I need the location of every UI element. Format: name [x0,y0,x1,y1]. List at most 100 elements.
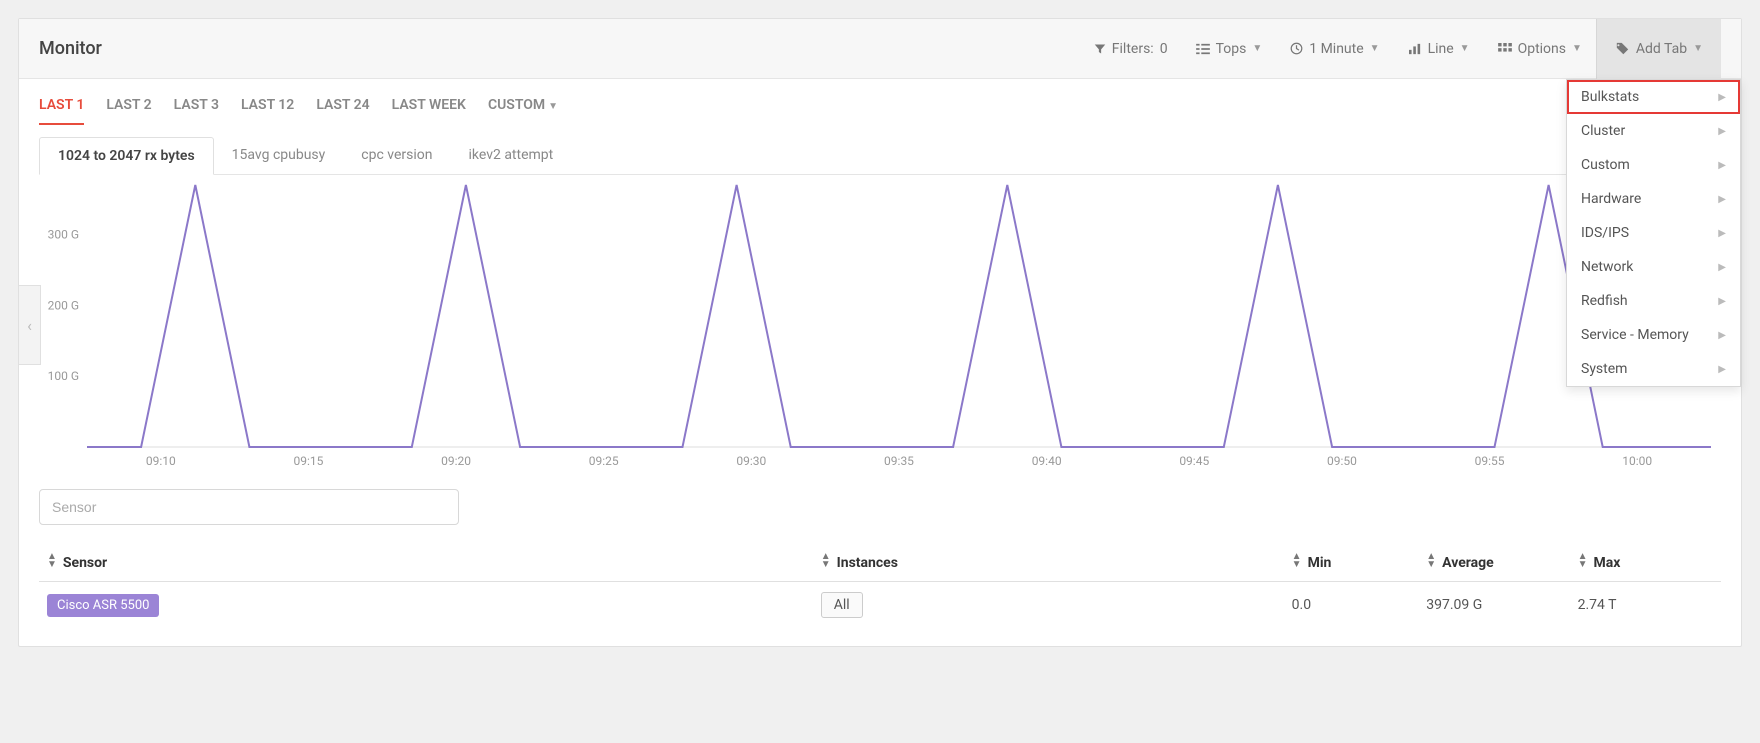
barchart-icon [1408,43,1422,55]
add-tab-label: Add Tab [1636,41,1687,57]
menu-item-label: Redfish [1581,293,1628,309]
menu-item-label: Bulkstats [1581,89,1639,105]
charttype-dropdown[interactable]: Line ▼ [1394,19,1484,79]
monitor-panel: Monitor Filters: 0 Tops ▼ 1 [18,18,1742,647]
sensor-badge[interactable]: Cisco ASR 5500 [47,594,159,617]
interval-label: 1 Minute [1309,41,1363,57]
timerange-last-12[interactable]: LAST 12 [241,97,294,125]
sensor-table: ▲▼ Sensor ▲▼ Instances ▲▼Min ▲▼ Average ▲▼ M… [39,543,1721,628]
caret-down-icon: ▼ [548,101,558,112]
metric-tab-2[interactable]: cpc version [343,137,450,174]
menu-item-label: System [1581,361,1627,377]
timerange-last-24[interactable]: LAST 24 [316,97,369,125]
col-max-label: Max [1594,555,1621,571]
svg-text:10:00: 10:00 [1622,454,1652,468]
caret-down-icon: ▼ [1572,43,1582,54]
cell-average: 397.09 G [1418,582,1569,629]
timerange-last-week[interactable]: LAST WEEK [392,97,466,125]
chevron-right-icon: ▶ [1718,330,1726,341]
menu-item-label: Network [1581,259,1633,275]
addtab-menu-item-bulkstats[interactable]: Bulkstats ▶ [1567,80,1740,114]
caret-down-icon: ▼ [1252,43,1262,54]
chart-series-line [87,185,1711,447]
tops-label: Tops [1216,41,1247,57]
interval-dropdown[interactable]: 1 Minute ▼ [1276,19,1393,79]
menu-item-label: IDS/IPS [1581,225,1629,241]
metric-tab-1[interactable]: 15avg cpubusy [214,137,344,174]
sort-icon: ▲▼ [47,553,57,569]
charttype-label: Line [1428,41,1454,57]
add-tab-menu: Bulkstats▶Cluster▶Custom▶Hardware▶IDS/IP… [1566,79,1741,387]
chevron-right-icon: ▶ [1718,126,1726,137]
chevron-right-icon: ▶ [1718,228,1726,239]
timerange-nav: LAST 1 LAST 2 LAST 3 LAST 12 LAST 24 LAST WEE… [19,79,1741,125]
grid-icon [1498,43,1512,55]
timerange-last-3[interactable]: LAST 3 [174,97,219,125]
col-instances-label: Instances [837,555,898,571]
page-title: Monitor [39,38,102,59]
col-instances-header[interactable]: ▲▼ Instances [813,543,1284,582]
svg-text:09:25: 09:25 [589,454,619,468]
svg-text:09:35: 09:35 [884,454,914,468]
filters-button[interactable]: Filters: 0 [1080,19,1182,79]
chevron-right-icon: ▶ [1718,194,1726,205]
filter-icon [1094,43,1106,55]
col-average-header[interactable]: ▲▼ Average [1418,543,1569,582]
sensor-filter-input[interactable] [39,489,459,525]
col-sensor-header[interactable]: ▲▼ Sensor [39,543,813,582]
col-sensor-label: Sensor [63,555,107,571]
caret-down-icon: ▼ [1370,43,1380,54]
addtab-menu-item-network[interactable]: Network ▶ [1567,250,1740,284]
tops-dropdown[interactable]: Tops ▼ [1182,19,1277,79]
timerange-last-1[interactable]: LAST 1 [39,97,84,125]
addtab-menu-item-cluster[interactable]: Cluster ▶ [1567,114,1740,148]
col-min-header[interactable]: ▲▼Min [1284,543,1419,582]
sensor-filter-row [19,475,1741,539]
chevron-right-icon: ▶ [1718,296,1726,307]
chevron-right-icon: ▶ [1718,262,1726,273]
metric-tab-3[interactable]: ikev2 attempt [451,137,572,174]
svg-text:300 G: 300 G [48,228,79,242]
menu-item-label: Cluster [1581,123,1625,139]
clock-icon [1290,42,1303,55]
sort-icon: ▲▼ [1578,553,1588,569]
addtab-menu-item-service-memory[interactable]: Service - Memory ▶ [1567,318,1740,352]
addtab-menu-item-custom[interactable]: Custom ▶ [1567,148,1740,182]
menu-item-label: Service - Memory [1581,327,1689,343]
add-tab-dropdown[interactable]: Add Tab ▼ [1596,19,1721,79]
sort-icon: ▲▼ [1292,553,1302,569]
menu-item-label: Custom [1581,157,1630,173]
table-row: Cisco ASR 5500All0.0397.09 G2.74 T [39,582,1721,629]
svg-text:09:20: 09:20 [441,454,471,468]
svg-text:09:50: 09:50 [1327,454,1357,468]
timerange-custom[interactable]: CUSTOM▼ [488,97,558,125]
svg-text:09:10: 09:10 [146,454,176,468]
col-max-header[interactable]: ▲▼ Max [1570,543,1721,582]
chevron-right-icon: ▶ [1718,92,1726,103]
chevron-right-icon: ▶ [1718,160,1726,171]
tops-icon [1196,43,1210,55]
svg-text:09:15: 09:15 [294,454,324,468]
metric-tab-0[interactable]: 1024 to 2047 rx bytes [39,137,214,175]
tag-icon [1615,42,1630,55]
svg-text:100 G: 100 G [48,369,79,383]
timerange-last-2[interactable]: LAST 2 [106,97,151,125]
instances-button[interactable]: All [821,592,863,618]
cell-min: 0.0 [1284,582,1419,629]
filters-count: 0 [1160,41,1168,57]
addtab-menu-item-hardware[interactable]: Hardware▶ [1567,182,1740,216]
chart-prev-button[interactable]: ‹ [19,285,41,365]
chart-container: ‹ › 300 G200 G100 G09:1009:1509:2009:250… [39,175,1721,475]
caret-down-icon: ▼ [1693,43,1703,54]
addtab-menu-item-ids-ips[interactable]: IDS/IPS ▶ [1567,216,1740,250]
chevron-right-icon: ▶ [1718,364,1726,375]
svg-text:09:30: 09:30 [736,454,766,468]
svg-text:09:40: 09:40 [1032,454,1062,468]
svg-text:09:45: 09:45 [1179,454,1209,468]
addtab-menu-item-redfish[interactable]: Redfish ▶ [1567,284,1740,318]
addtab-menu-item-system[interactable]: System ▶ [1567,352,1740,386]
sort-icon: ▲▼ [821,553,831,569]
options-dropdown[interactable]: Options ▼ [1484,19,1596,79]
col-average-label: Average [1442,555,1494,571]
sort-icon: ▲▼ [1426,553,1436,569]
